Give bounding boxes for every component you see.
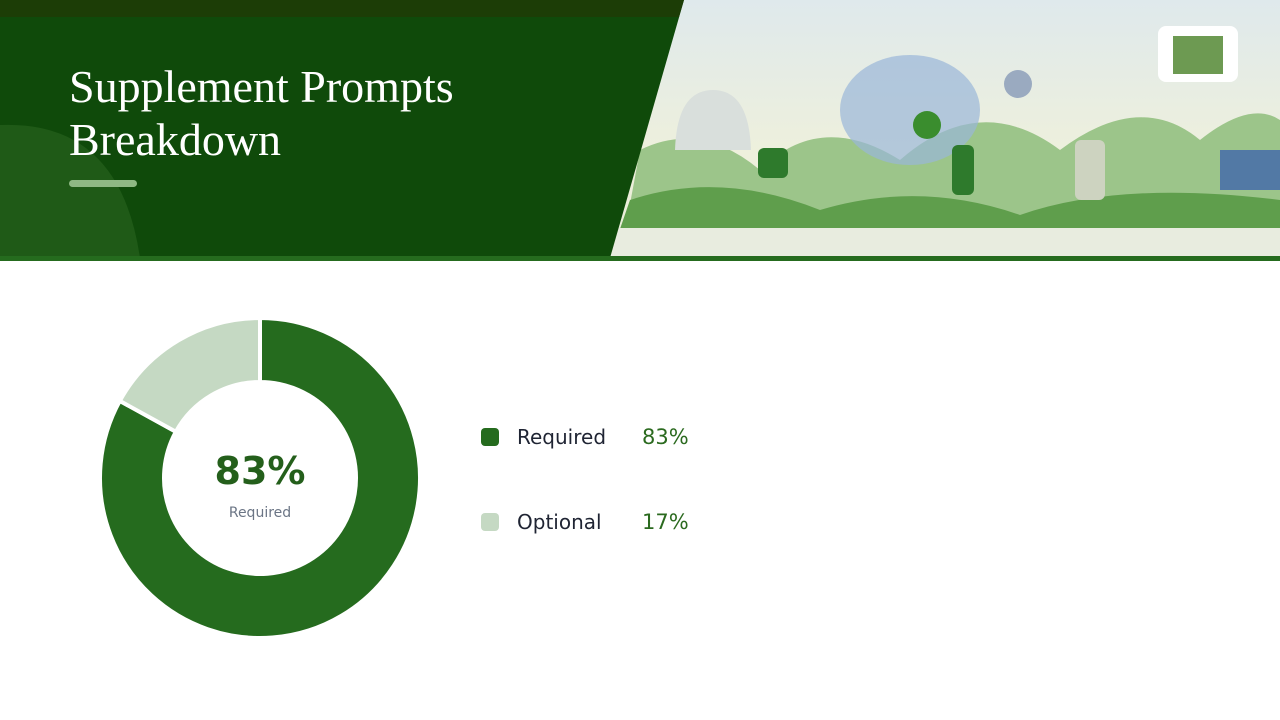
donut-slice [98,315,422,640]
legend-value: 83% [642,425,689,449]
legend-label: Required [517,425,606,449]
legend-swatch [481,428,499,446]
illustration [610,55,1280,258]
donut-chart: Required 83% Optional 17% 83% Required [98,315,689,640]
header-decoration [0,124,140,259]
center-value: 83% [215,449,306,493]
logo [1173,36,1223,74]
title-underline [69,180,137,187]
legend-swatch [481,513,499,531]
header-rule [0,256,1280,261]
legend-value: 17% [642,510,689,534]
header-panel [0,0,684,258]
center-label: Required [229,505,291,521]
header-strip [0,0,684,17]
legend-label: Optional [517,510,602,534]
chart-title: Supplement Prompts Breakdown [69,61,454,165]
title-line: Supplement Prompts [69,61,454,112]
title-line: Breakdown [69,114,281,165]
donut-slice [117,315,262,435]
